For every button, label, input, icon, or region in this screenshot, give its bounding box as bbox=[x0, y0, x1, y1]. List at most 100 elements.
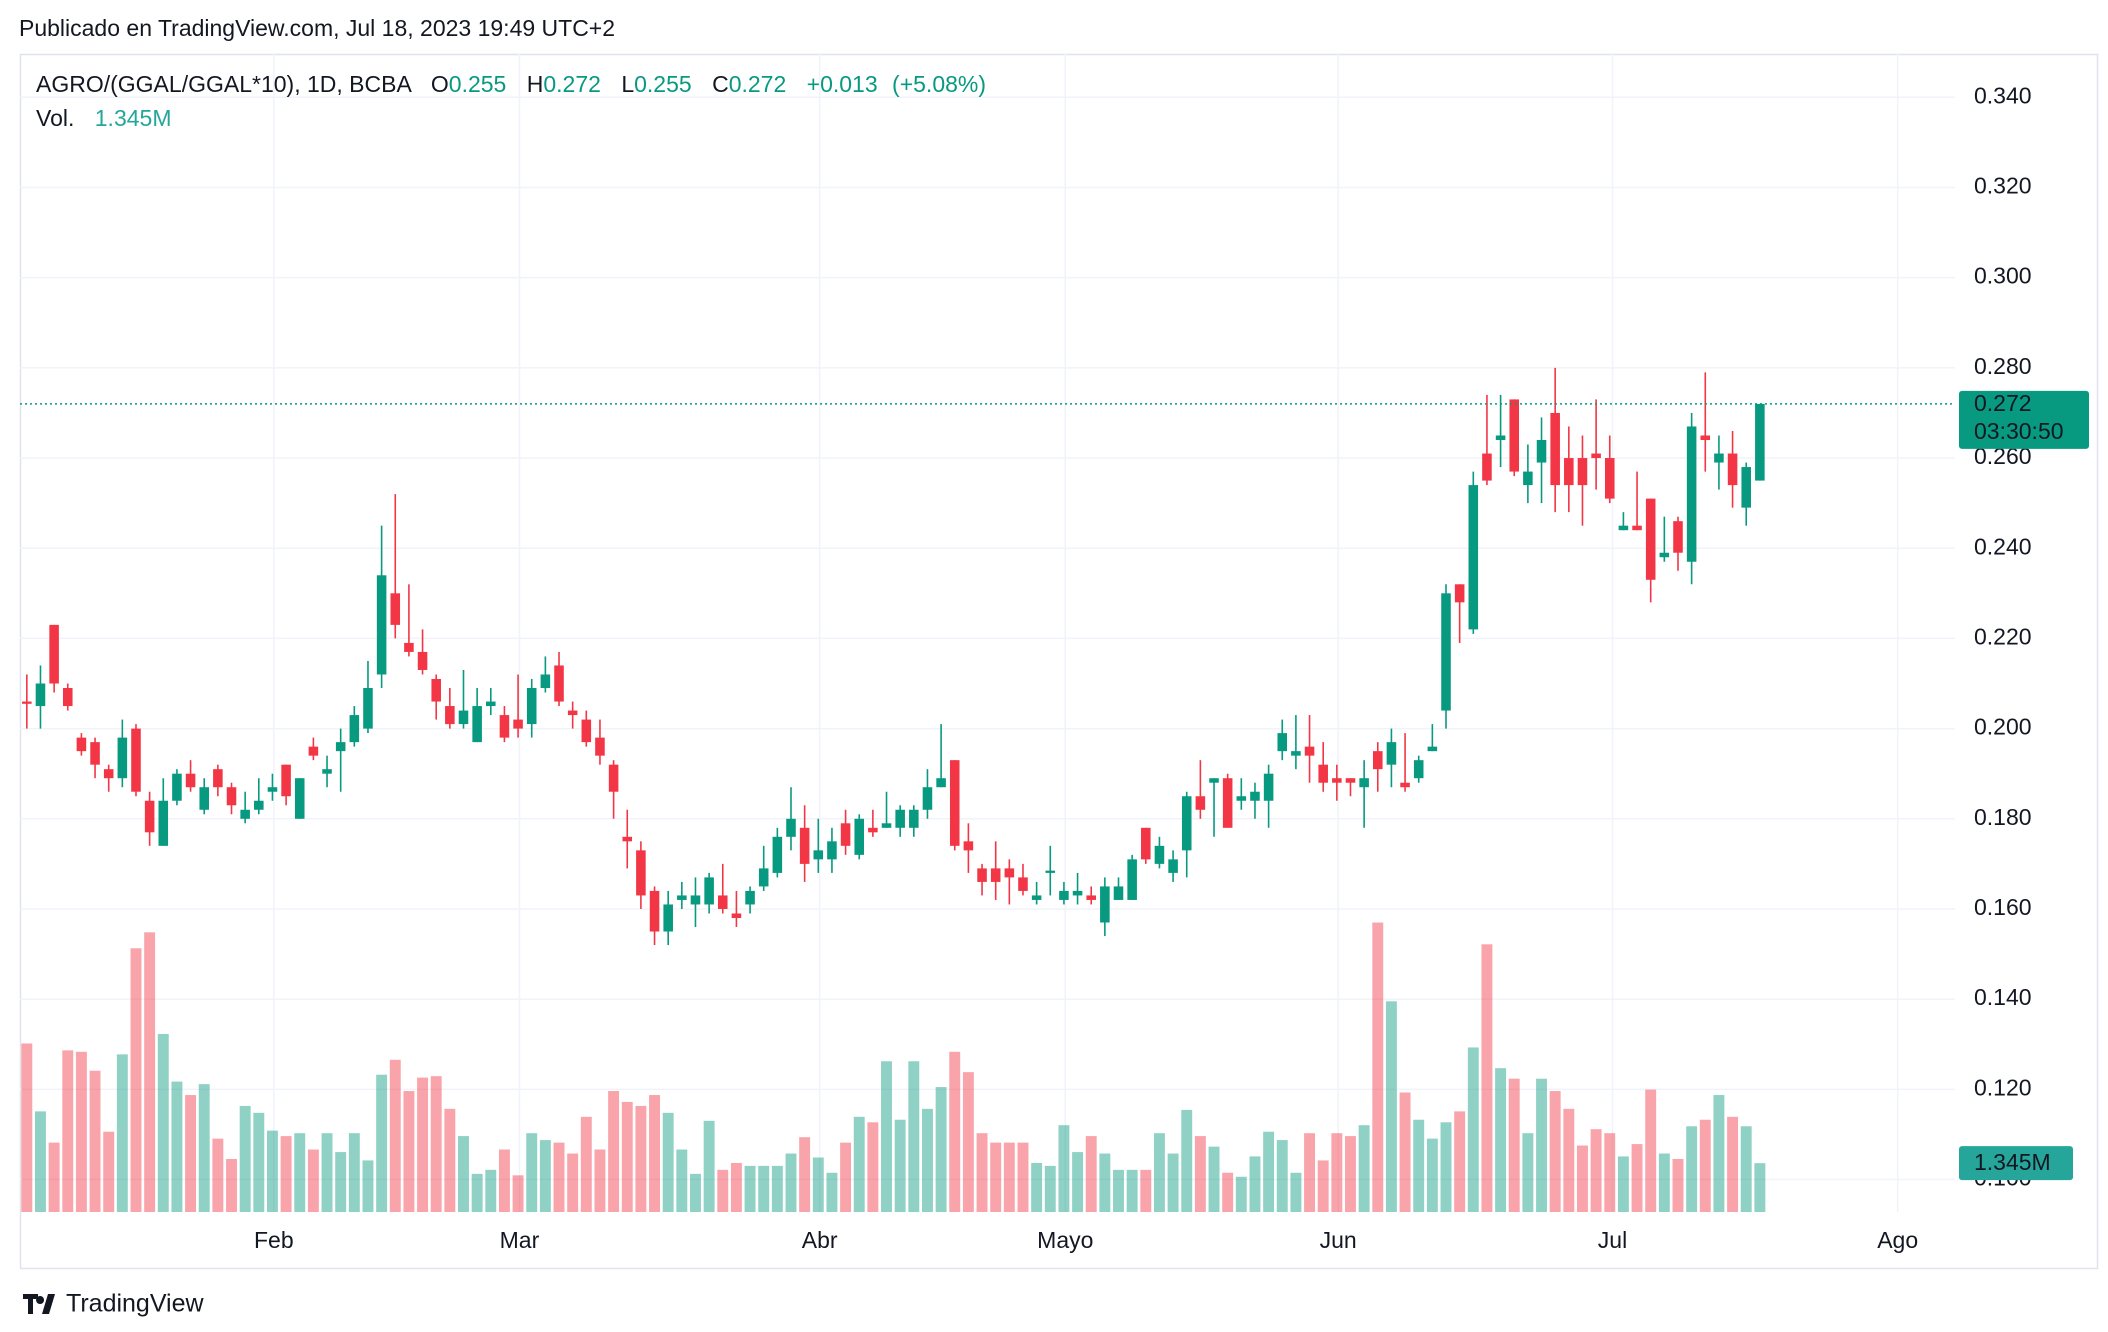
price-tag-countdown: 03:30:50 bbox=[1974, 418, 2064, 444]
candle-body bbox=[622, 836, 633, 842]
volume-legend-value: 1.345M bbox=[95, 105, 172, 131]
candles bbox=[22, 367, 1765, 946]
volume-bar bbox=[1536, 1078, 1547, 1212]
candle-body bbox=[1195, 796, 1206, 810]
volume-bar bbox=[1563, 1108, 1575, 1212]
candle-body bbox=[213, 769, 223, 788]
x-tick-label: Jul bbox=[1598, 1227, 1627, 1253]
candle-body bbox=[185, 773, 196, 788]
volume-bar bbox=[144, 932, 156, 1212]
candle-body bbox=[1181, 796, 1192, 851]
candle-body bbox=[1577, 458, 1588, 486]
candle-body bbox=[1632, 525, 1642, 531]
volume-bar bbox=[1058, 1125, 1070, 1212]
candle-body bbox=[486, 701, 496, 707]
candle-body bbox=[1673, 521, 1683, 553]
candle-body bbox=[158, 800, 169, 846]
candle-body bbox=[1400, 782, 1410, 788]
candle-body bbox=[1604, 458, 1615, 499]
candle-body bbox=[1127, 859, 1137, 900]
volume-bar bbox=[89, 1070, 101, 1212]
volume-bar bbox=[1658, 1153, 1670, 1212]
candle-body bbox=[567, 710, 578, 716]
volume-bar bbox=[1345, 1136, 1356, 1212]
legend-high: 0.272 bbox=[543, 71, 601, 97]
y-tick-label: 0.340 bbox=[1974, 82, 2032, 108]
volume-bar bbox=[1126, 1169, 1138, 1212]
candle-body bbox=[404, 642, 414, 652]
grid bbox=[20, 54, 1955, 1212]
candle-body bbox=[1700, 435, 1711, 440]
volume-bar bbox=[1549, 1091, 1561, 1212]
candle-body bbox=[1523, 471, 1533, 486]
candle-body bbox=[1141, 827, 1151, 860]
volume-bar bbox=[826, 1172, 838, 1212]
candle-body bbox=[431, 678, 441, 702]
volume-bar bbox=[935, 1087, 947, 1212]
volume-bar bbox=[1085, 1136, 1097, 1212]
volume-bar bbox=[1440, 1122, 1452, 1212]
volume-bar bbox=[280, 1136, 292, 1212]
volume-bar bbox=[1713, 1095, 1725, 1212]
candle-body bbox=[1018, 877, 1028, 891]
candle-body bbox=[1154, 845, 1165, 864]
candle-body bbox=[294, 778, 305, 819]
candle-body bbox=[840, 823, 851, 846]
volume-bar bbox=[1044, 1165, 1056, 1212]
candle-body bbox=[608, 764, 619, 792]
candle-body bbox=[909, 809, 919, 828]
candle-body bbox=[199, 787, 209, 810]
volume-bar bbox=[471, 1173, 483, 1212]
candle-body bbox=[990, 868, 1001, 882]
volume-bar bbox=[744, 1165, 756, 1212]
candle-body bbox=[499, 715, 510, 738]
candle-body bbox=[49, 624, 59, 684]
legend: AGRO/(GGAL/GGAL*10), 1D, BCBA O0.255 H0.… bbox=[36, 71, 986, 97]
candle-body bbox=[117, 737, 128, 779]
y-tick-label: 0.180 bbox=[1974, 804, 2032, 830]
candle-body bbox=[1263, 773, 1274, 801]
candle-body bbox=[1291, 751, 1301, 756]
volume-bar bbox=[335, 1152, 347, 1212]
candle-body bbox=[1468, 485, 1479, 630]
legend-open: 0.255 bbox=[449, 71, 507, 97]
candle-body bbox=[1741, 467, 1751, 508]
candle-body bbox=[1482, 453, 1492, 481]
candle-body bbox=[308, 746, 319, 756]
volume-bar bbox=[635, 1105, 647, 1212]
volume-bar bbox=[1331, 1133, 1343, 1212]
candle-body bbox=[335, 742, 346, 752]
volume-bar bbox=[171, 1081, 183, 1212]
legend-change-pct: (+5.08%) bbox=[892, 71, 986, 97]
volume-bar bbox=[1631, 1144, 1643, 1212]
volume-bar bbox=[894, 1119, 906, 1212]
volume-bar bbox=[1072, 1152, 1084, 1212]
volume-bar bbox=[1222, 1172, 1234, 1212]
volume-bar bbox=[1754, 1163, 1766, 1212]
candle-body bbox=[1086, 895, 1096, 900]
candle-body bbox=[1591, 453, 1601, 459]
volume-bar bbox=[1590, 1129, 1602, 1212]
candle-body bbox=[677, 895, 687, 900]
legend-change: +0.013 bbox=[807, 71, 878, 97]
candle-body bbox=[363, 688, 373, 729]
candle-body bbox=[581, 719, 592, 743]
volume-bar bbox=[389, 1059, 401, 1212]
volume-bar bbox=[771, 1165, 783, 1212]
candle-body bbox=[1168, 859, 1178, 873]
volume-bar bbox=[485, 1169, 497, 1212]
candle-body bbox=[1441, 593, 1451, 711]
candle-body bbox=[1250, 791, 1260, 801]
volume-bar bbox=[376, 1074, 388, 1212]
candle-body bbox=[854, 818, 865, 855]
volume-bar bbox=[294, 1133, 306, 1212]
volume-bar bbox=[717, 1169, 729, 1212]
candle-body bbox=[977, 868, 987, 882]
candle-body bbox=[799, 827, 810, 864]
candle-body bbox=[1045, 870, 1056, 873]
volume-bar bbox=[921, 1108, 933, 1212]
volume-bar bbox=[539, 1140, 551, 1212]
volume-bar bbox=[130, 948, 142, 1212]
volume-bar bbox=[990, 1142, 1002, 1212]
